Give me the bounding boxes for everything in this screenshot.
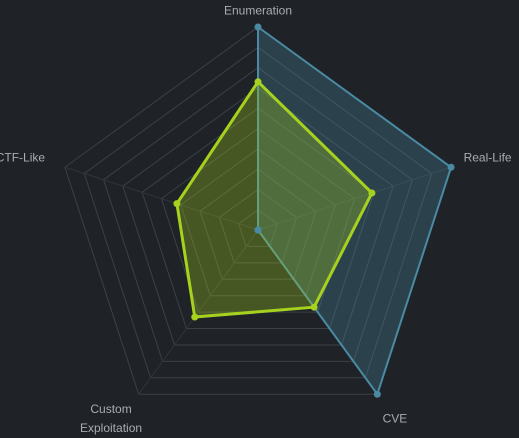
spoke [138,229,259,395]
data-point [254,23,262,31]
data-point [254,78,262,86]
axis-label: Real-Life [463,150,512,165]
grid-ring [102,66,414,362]
grid-ring [218,188,298,264]
grid-ring [199,168,317,280]
axis-label: Enumeration [223,3,293,18]
spoke [64,166,259,231]
data-point [310,303,318,311]
axis-label: CTF-Like [0,150,46,165]
data-point [191,313,199,321]
data-point [373,390,381,398]
grid-ring [83,46,433,379]
data-point [447,163,455,171]
data-point [254,226,262,234]
grid-ring [141,107,375,330]
data-point [368,189,376,197]
data-point [173,200,181,208]
grid-ring [180,148,336,297]
axis-label: CVE [382,411,408,425]
grid-ring [238,209,278,247]
axis-label: Custom Exploitation [80,401,143,435]
grid-ring [122,87,394,346]
spoke [257,166,452,231]
series-area [175,80,374,319]
